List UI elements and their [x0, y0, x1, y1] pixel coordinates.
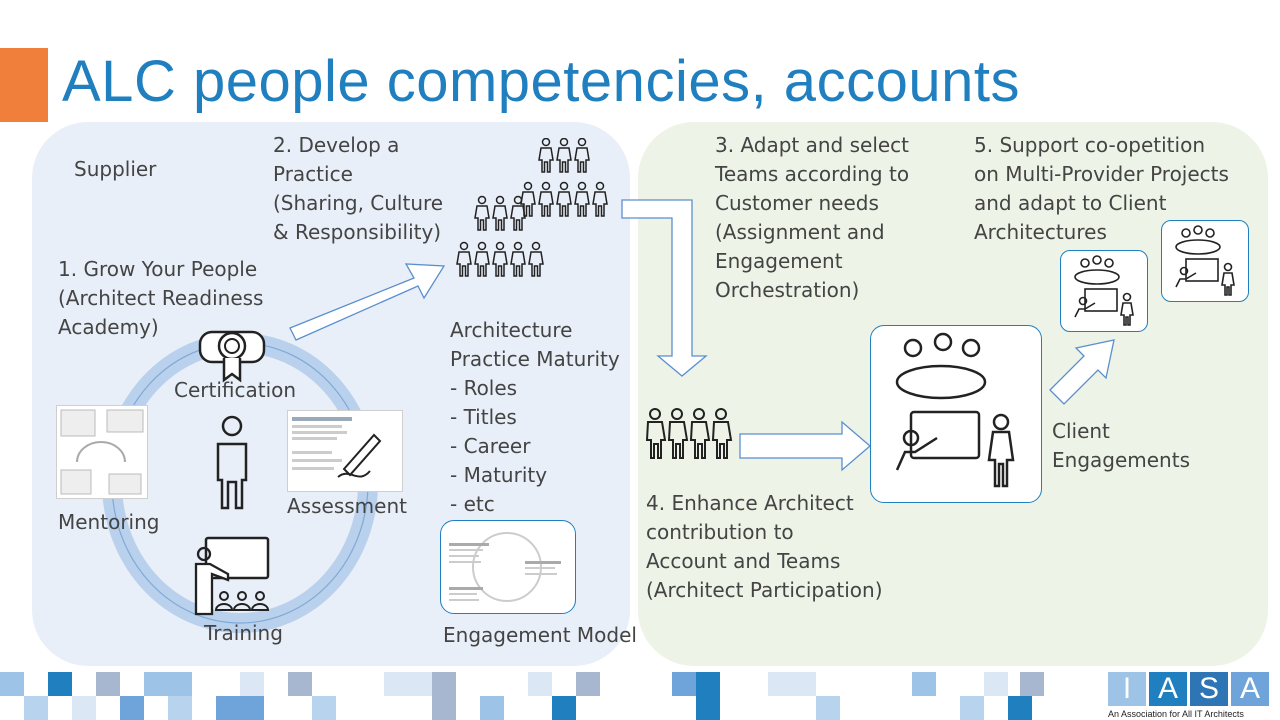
iasa-logo: I A S A An Association for All IT Archit…	[1108, 672, 1274, 720]
person-icon	[216, 415, 248, 510]
certificate-icon	[198, 330, 266, 383]
client-card-small-2	[1161, 220, 1249, 302]
maturity-item: - Roles	[450, 376, 518, 400]
practice-crowd-icon	[456, 138, 608, 277]
maturity-list: - Roles - Titles - Career - Maturity - e…	[450, 374, 547, 519]
client-card-small-1	[1060, 250, 1148, 332]
maturity-title: Architecture Practice Maturity	[450, 318, 620, 371]
assessment-label: Assessment	[287, 494, 407, 518]
footer-mosaic	[0, 672, 1100, 720]
training-label: Training	[204, 621, 283, 645]
arrow-to-multiprovider	[1049, 339, 1115, 405]
step2-develop-practice: 2. Develop a Practice (Sharing, Culture …	[273, 133, 444, 244]
arrow-to-teams	[621, 199, 708, 377]
step4-enhance-contribution: 4. Enhance Architect contribution to Acc…	[646, 491, 883, 602]
arrow-to-practice	[289, 263, 446, 341]
meeting-presentation-icon	[1074, 255, 1134, 326]
iasa-tagline: An Association for All IT Architects	[1108, 709, 1244, 719]
iasa-logo-mark: I A S A	[1108, 672, 1274, 706]
teacher-icon	[194, 536, 270, 616]
step5-co-opetition: 5. Support co-opetition on Multi-Provide…	[974, 133, 1229, 244]
engagement-model-label: Engagement Model	[443, 623, 637, 647]
supplier-label: Supplier	[74, 157, 157, 181]
title-accent-bar	[0, 48, 48, 122]
mentoring-image	[56, 405, 148, 499]
step1-grow-people: 1. Grow Your People (Architect Readiness…	[58, 257, 264, 339]
step3-adapt-teams: 3. Adapt and select Teams according to C…	[715, 133, 910, 302]
meeting-presentation-icon	[1175, 225, 1235, 296]
mentoring-label: Mentoring	[58, 510, 160, 534]
assessment-image	[287, 410, 403, 492]
slide-title: ALC people competencies, accounts	[62, 49, 1020, 114]
arrow-to-client	[739, 420, 871, 472]
maturity-item: - Maturity	[450, 463, 548, 487]
maturity-item: - Career	[450, 434, 531, 458]
maturity-item: - Titles	[450, 405, 517, 429]
client-engagement-card	[870, 325, 1042, 503]
meeting-presentation-icon	[895, 332, 1015, 488]
maturity-item: - etc	[450, 492, 495, 516]
client-engagements-label: Client Engagements	[1052, 419, 1190, 472]
team-people-icon	[646, 408, 732, 459]
certification-label: Certification	[174, 378, 297, 402]
engagement-model-image	[440, 520, 576, 614]
